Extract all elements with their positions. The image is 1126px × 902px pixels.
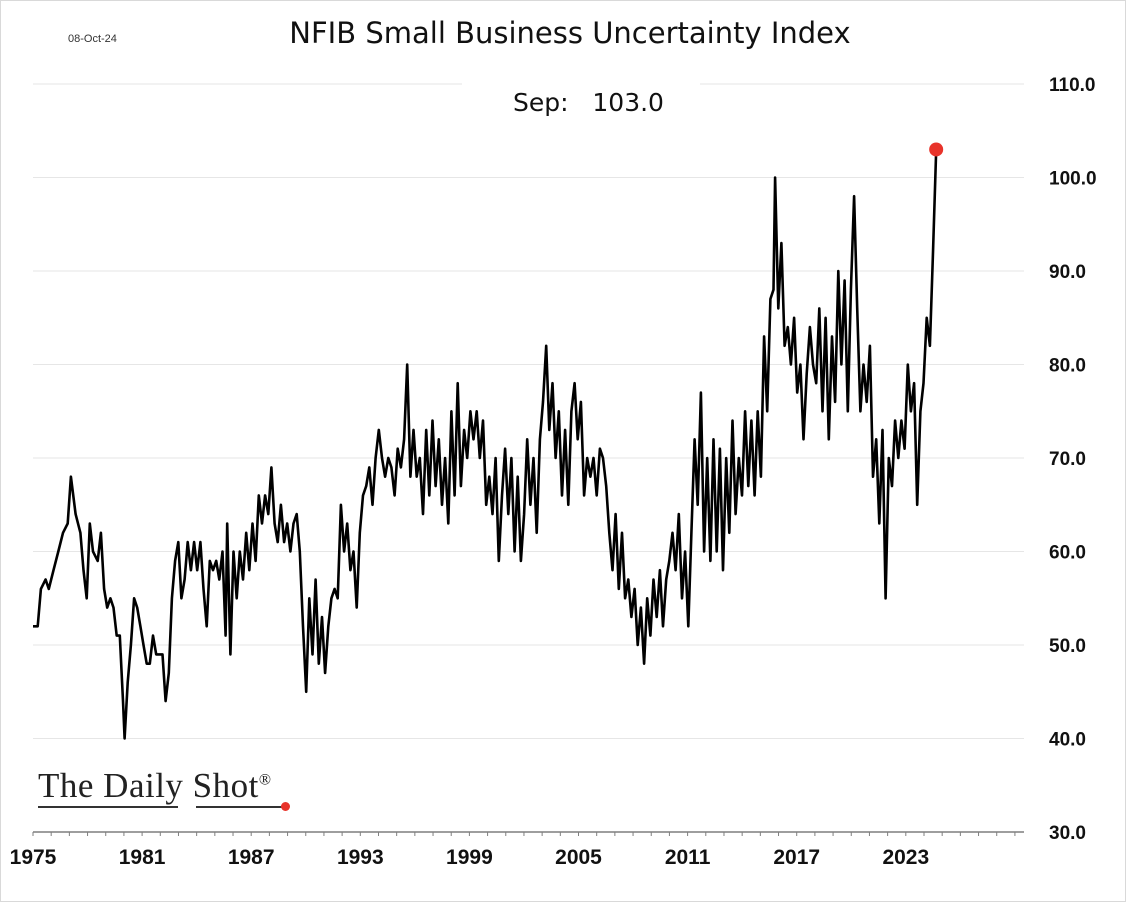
x-axis: [32, 831, 1024, 836]
y-tick-label: 80.0: [1049, 356, 1086, 377]
logo-underline-right: [196, 806, 286, 808]
y-tick-label: 30.0: [1049, 823, 1086, 844]
y-axis-ticks: 110.0 100.0 90.0 80.0 70.0 60.0 50.0 40.0 30.0: [1049, 75, 1097, 844]
x-tick-label: 1987: [228, 846, 275, 869]
x-tick-label: 1975: [10, 846, 57, 869]
y-tick-label: 70.0: [1049, 449, 1086, 470]
chart-date: 08-Oct-24: [68, 33, 117, 45]
y-tick-label: 60.0: [1049, 543, 1086, 564]
logo-text: The Daily Shot: [38, 766, 259, 805]
y-tick-label: 40.0: [1049, 730, 1086, 751]
chart-title: NFIB Small Business Uncertainty Index: [289, 16, 851, 50]
annotation-label: Sep:: [513, 88, 569, 117]
x-tick-label: 1999: [446, 846, 493, 869]
annotation-value: 103.0: [592, 88, 664, 117]
latest-value-annotation: Sep: 103.0: [513, 88, 664, 117]
uncertainty-index-line: [33, 149, 938, 740]
y-tick-label: 50.0: [1049, 636, 1086, 657]
x-tick-label: 2005: [555, 846, 602, 869]
x-tick-label: 2017: [773, 846, 820, 869]
gridlines: [33, 83, 1024, 739]
annotation-background: [462, 78, 700, 124]
x-tick-label: 2023: [882, 846, 929, 869]
latest-value-marker: [929, 142, 944, 157]
y-tick-label: 110.0: [1049, 75, 1096, 96]
y-tick-label: 90.0: [1049, 262, 1086, 283]
logo-red-dot: [281, 802, 290, 811]
y-tick-label: 100.0: [1049, 169, 1097, 190]
x-tick-label: 2011: [665, 846, 711, 869]
x-axis-ticks: 1975 1981 1987 1993 1999 2005 2011 2017 2023: [10, 846, 930, 869]
logo-registered-mark: ®: [258, 771, 272, 789]
logo-underline-left: [38, 806, 178, 808]
x-tick-label: 1981: [119, 846, 166, 869]
x-tick-label: 1993: [337, 846, 384, 869]
daily-shot-logo: The Daily Shot®: [38, 766, 272, 806]
